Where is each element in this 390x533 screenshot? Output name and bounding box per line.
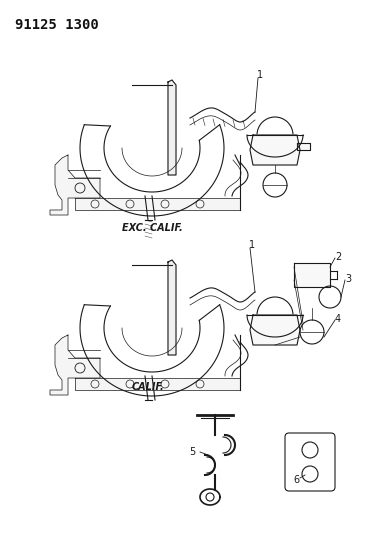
Polygon shape (75, 198, 240, 210)
Text: 1: 1 (249, 240, 255, 250)
Text: 5: 5 (189, 447, 195, 457)
Polygon shape (168, 260, 176, 355)
Polygon shape (50, 155, 100, 215)
Text: 2: 2 (335, 252, 341, 262)
Polygon shape (168, 80, 176, 175)
Text: 3: 3 (345, 274, 351, 284)
Text: 1: 1 (257, 70, 263, 80)
Text: EXC. CALIF.: EXC. CALIF. (122, 223, 183, 233)
Polygon shape (297, 143, 310, 150)
Text: 4: 4 (335, 314, 341, 324)
Polygon shape (250, 135, 300, 165)
Polygon shape (250, 315, 300, 345)
Polygon shape (75, 378, 240, 390)
Text: 6: 6 (293, 475, 299, 485)
Polygon shape (50, 335, 100, 395)
Text: CALIF.: CALIF. (132, 382, 164, 392)
Polygon shape (294, 263, 330, 287)
Text: 91125 1300: 91125 1300 (15, 18, 99, 32)
